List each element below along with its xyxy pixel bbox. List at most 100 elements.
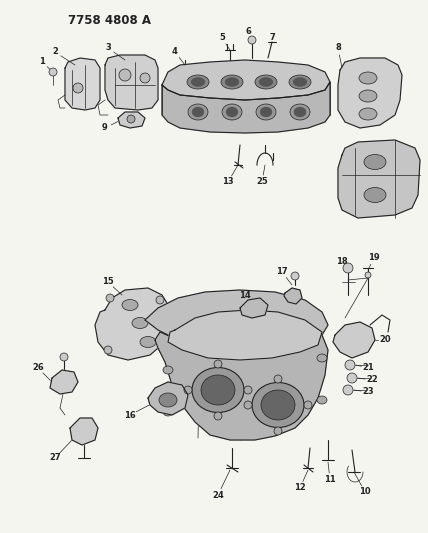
Text: 20: 20 bbox=[379, 335, 391, 344]
Text: 1: 1 bbox=[39, 58, 45, 67]
Text: 7: 7 bbox=[269, 34, 275, 43]
Circle shape bbox=[244, 386, 252, 394]
Polygon shape bbox=[50, 370, 78, 394]
Text: 2: 2 bbox=[52, 47, 58, 56]
Circle shape bbox=[73, 83, 83, 93]
Polygon shape bbox=[105, 55, 158, 110]
Text: 9: 9 bbox=[102, 124, 108, 133]
Ellipse shape bbox=[359, 108, 377, 120]
Ellipse shape bbox=[261, 390, 295, 420]
Circle shape bbox=[291, 272, 299, 280]
Ellipse shape bbox=[289, 75, 311, 89]
Circle shape bbox=[345, 360, 355, 370]
Circle shape bbox=[347, 373, 357, 383]
Text: 10: 10 bbox=[359, 488, 371, 497]
Circle shape bbox=[106, 294, 114, 302]
Ellipse shape bbox=[255, 75, 277, 89]
Text: 26: 26 bbox=[32, 364, 44, 373]
Polygon shape bbox=[155, 332, 328, 440]
Polygon shape bbox=[70, 418, 98, 445]
Text: 21: 21 bbox=[362, 364, 374, 373]
Circle shape bbox=[104, 346, 112, 354]
Ellipse shape bbox=[252, 383, 304, 427]
Ellipse shape bbox=[188, 104, 208, 120]
Text: 3: 3 bbox=[105, 44, 111, 52]
Circle shape bbox=[140, 73, 150, 83]
Ellipse shape bbox=[293, 77, 307, 86]
Circle shape bbox=[119, 69, 131, 81]
Text: 7758 4808 A: 7758 4808 A bbox=[68, 14, 151, 27]
Ellipse shape bbox=[191, 77, 205, 86]
Ellipse shape bbox=[192, 367, 244, 413]
Circle shape bbox=[304, 401, 312, 409]
Text: 27: 27 bbox=[49, 454, 61, 463]
Polygon shape bbox=[118, 112, 145, 128]
Circle shape bbox=[60, 353, 68, 361]
Ellipse shape bbox=[122, 300, 138, 311]
Ellipse shape bbox=[364, 188, 386, 203]
Ellipse shape bbox=[256, 104, 276, 120]
Ellipse shape bbox=[317, 354, 327, 362]
Polygon shape bbox=[338, 140, 420, 218]
Text: 25: 25 bbox=[256, 177, 268, 187]
Text: 11: 11 bbox=[324, 475, 336, 484]
Circle shape bbox=[248, 36, 256, 44]
Polygon shape bbox=[168, 310, 322, 360]
Text: 14: 14 bbox=[239, 290, 251, 300]
Ellipse shape bbox=[132, 318, 148, 328]
Text: 13: 13 bbox=[222, 177, 234, 187]
Ellipse shape bbox=[290, 104, 310, 120]
Ellipse shape bbox=[317, 396, 327, 404]
Ellipse shape bbox=[163, 408, 173, 416]
Text: 18: 18 bbox=[336, 257, 348, 266]
Circle shape bbox=[184, 386, 192, 394]
Polygon shape bbox=[65, 58, 100, 110]
Text: 6: 6 bbox=[245, 28, 251, 36]
Polygon shape bbox=[145, 290, 328, 350]
Ellipse shape bbox=[187, 75, 209, 89]
Text: 8: 8 bbox=[335, 44, 341, 52]
Ellipse shape bbox=[225, 77, 239, 86]
Ellipse shape bbox=[163, 366, 173, 374]
Polygon shape bbox=[333, 322, 375, 358]
Text: 22: 22 bbox=[366, 376, 378, 384]
Ellipse shape bbox=[201, 375, 235, 405]
Ellipse shape bbox=[221, 75, 243, 89]
Ellipse shape bbox=[259, 77, 273, 86]
Circle shape bbox=[214, 412, 222, 420]
Circle shape bbox=[343, 263, 353, 273]
Text: 17: 17 bbox=[276, 268, 288, 277]
Circle shape bbox=[49, 68, 57, 76]
Ellipse shape bbox=[260, 107, 272, 117]
Ellipse shape bbox=[222, 104, 242, 120]
Text: 24: 24 bbox=[212, 490, 224, 499]
Polygon shape bbox=[95, 288, 172, 360]
Circle shape bbox=[343, 385, 353, 395]
Text: 4: 4 bbox=[172, 47, 178, 56]
Polygon shape bbox=[338, 58, 402, 128]
Circle shape bbox=[244, 401, 252, 409]
Circle shape bbox=[274, 375, 282, 383]
Text: 12: 12 bbox=[294, 483, 306, 492]
Text: 19: 19 bbox=[368, 254, 380, 262]
Ellipse shape bbox=[192, 107, 204, 117]
Text: 16: 16 bbox=[124, 410, 136, 419]
Text: 23: 23 bbox=[362, 387, 374, 397]
Text: 15: 15 bbox=[102, 278, 114, 287]
Circle shape bbox=[158, 344, 166, 352]
Polygon shape bbox=[148, 382, 188, 415]
Ellipse shape bbox=[140, 336, 156, 348]
Circle shape bbox=[274, 427, 282, 435]
Ellipse shape bbox=[294, 107, 306, 117]
Polygon shape bbox=[162, 60, 330, 100]
Circle shape bbox=[214, 360, 222, 368]
Circle shape bbox=[365, 272, 371, 278]
Ellipse shape bbox=[159, 393, 177, 407]
Text: 5: 5 bbox=[219, 34, 225, 43]
Circle shape bbox=[127, 115, 135, 123]
Polygon shape bbox=[284, 288, 302, 304]
Circle shape bbox=[156, 296, 164, 304]
Polygon shape bbox=[240, 298, 268, 318]
Ellipse shape bbox=[226, 107, 238, 117]
Ellipse shape bbox=[359, 72, 377, 84]
